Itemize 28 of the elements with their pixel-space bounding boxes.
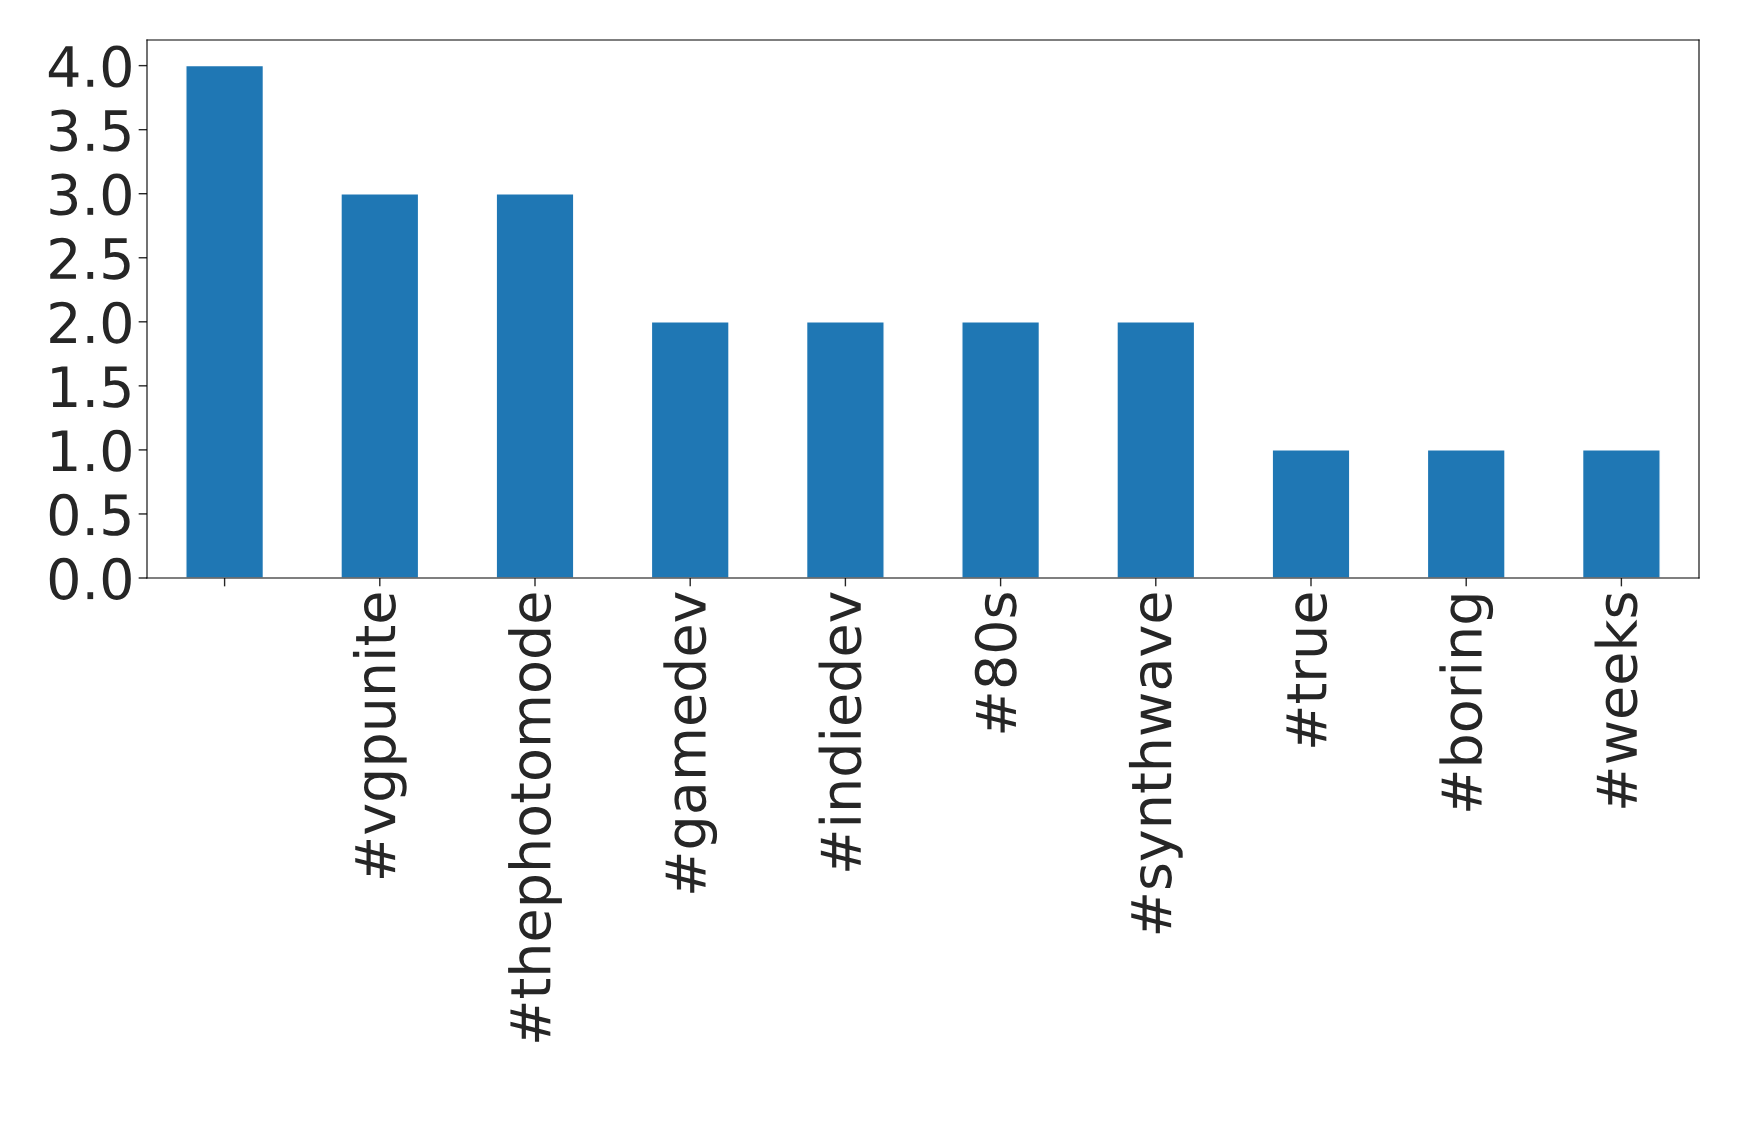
x-tick-label: #gamedev — [663, 592, 718, 893]
x-tick-label: #80s — [974, 593, 1017, 733]
y-tick-label: 1.5 — [52, 366, 130, 408]
bar — [1116, 321, 1196, 578]
x-tick-label: #weeks — [1594, 593, 1638, 808]
y-tick-label: 3.5 — [50, 109, 130, 152]
bar — [1426, 449, 1506, 578]
bar — [1271, 449, 1351, 578]
y-tick-label: 1.0 — [52, 429, 131, 472]
x-tick-label: #boring — [1439, 595, 1494, 811]
bar — [1581, 449, 1661, 578]
x-tick-label: #true — [1286, 593, 1328, 747]
x-tick-label: #indiedev — [818, 592, 862, 871]
bar — [650, 321, 730, 578]
x-tick-label: #synthwave — [1128, 593, 1183, 934]
bar — [185, 64, 265, 578]
y-tick-label: 2.5 — [50, 237, 130, 280]
y-tick-label: 0.0 — [49, 557, 131, 600]
bar — [805, 321, 885, 578]
y-tick-label: 2.0 — [50, 301, 131, 344]
x-tick-label: #vgpunite — [352, 593, 407, 878]
y-tick-label: 3.0 — [50, 173, 131, 216]
bar — [340, 193, 420, 578]
y-tick-label: 0.5 — [49, 493, 130, 536]
bar — [961, 321, 1041, 578]
y-tick-label: 4.0 — [48, 45, 131, 88]
x-tick-label: #thephotomode — [508, 593, 562, 1042]
bar — [495, 193, 575, 578]
